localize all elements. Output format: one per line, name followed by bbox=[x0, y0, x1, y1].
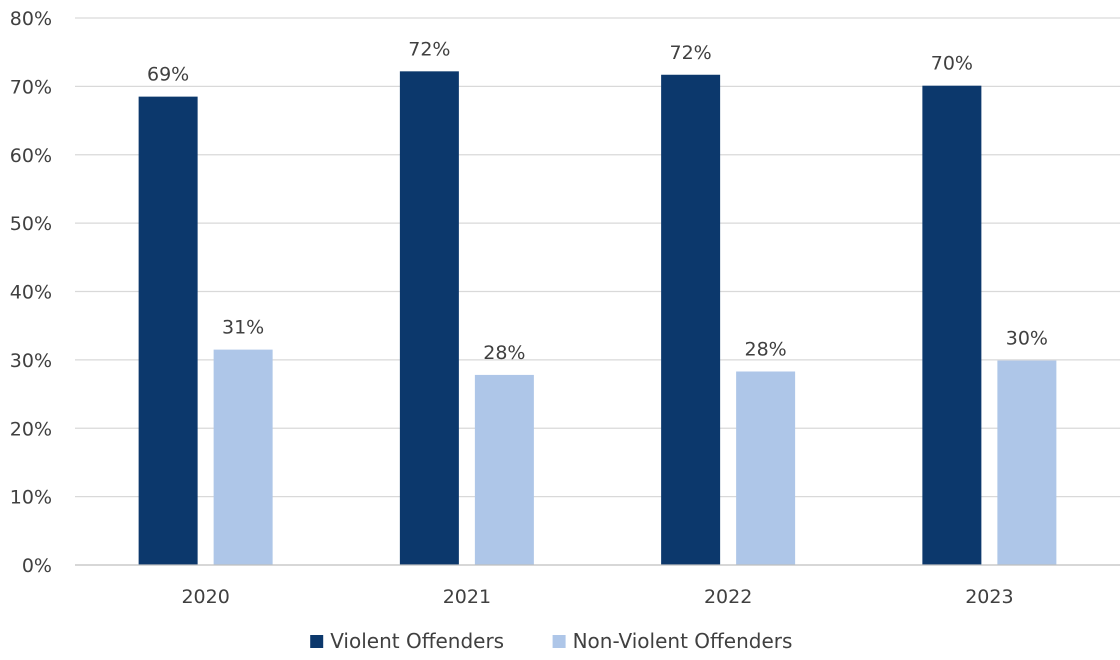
x-tick-label: 2020 bbox=[181, 586, 229, 608]
data-label: 28% bbox=[483, 342, 525, 364]
bars bbox=[138, 71, 1057, 566]
legend: Violent Offenders Non-Violent Offenders bbox=[310, 629, 792, 653]
legend-swatch bbox=[310, 635, 324, 648]
x-tick-label: 2022 bbox=[704, 586, 752, 608]
legend-label: Violent Offenders bbox=[330, 629, 504, 653]
data-label: 28% bbox=[745, 338, 787, 360]
legend-item: Violent Offenders bbox=[310, 629, 504, 653]
y-tick-label: 30% bbox=[10, 350, 52, 372]
y-tick-label: 80% bbox=[10, 8, 52, 30]
legend-swatch bbox=[552, 635, 566, 648]
y-tick-label: 0% bbox=[22, 555, 52, 577]
bar-non-violent-offenders-2023 bbox=[997, 360, 1057, 565]
data-label: 69% bbox=[147, 64, 189, 86]
bar-violent-offenders-2023 bbox=[922, 85, 982, 565]
data-labels: 69% 31% 72% 28% 72% 28% 70% 30% bbox=[147, 38, 1048, 364]
x-axis: 2020 2021 2022 2023 bbox=[75, 564, 1120, 608]
data-label: 72% bbox=[670, 42, 712, 64]
data-label: 72% bbox=[408, 38, 450, 60]
x-tick-label: 2021 bbox=[443, 586, 491, 608]
data-label: 31% bbox=[222, 317, 264, 339]
y-axis: 0% 10% 20% 30% 40% 50% 60% 70% 80% bbox=[10, 8, 52, 577]
y-tick-label: 10% bbox=[10, 487, 52, 509]
y-tick-label: 50% bbox=[10, 213, 52, 235]
data-label: 30% bbox=[1006, 328, 1048, 350]
bar-non-violent-offenders-2022 bbox=[736, 371, 796, 565]
bar-non-violent-offenders-2020 bbox=[213, 349, 273, 565]
bar-violent-offenders-2022 bbox=[661, 74, 721, 565]
bar-violent-offenders-2020 bbox=[138, 96, 198, 565]
legend-label: Non-Violent Offenders bbox=[573, 629, 793, 653]
bar-non-violent-offenders-2021 bbox=[474, 374, 534, 565]
y-tick-label: 70% bbox=[10, 76, 52, 98]
legend-item: Non-Violent Offenders bbox=[552, 629, 793, 653]
y-tick-label: 40% bbox=[10, 282, 52, 304]
bar-violent-offenders-2021 bbox=[399, 71, 459, 566]
y-tick-label: 60% bbox=[10, 145, 52, 167]
data-label: 70% bbox=[931, 53, 973, 75]
x-tick-label: 2023 bbox=[965, 586, 1013, 608]
y-tick-label: 20% bbox=[10, 418, 52, 440]
